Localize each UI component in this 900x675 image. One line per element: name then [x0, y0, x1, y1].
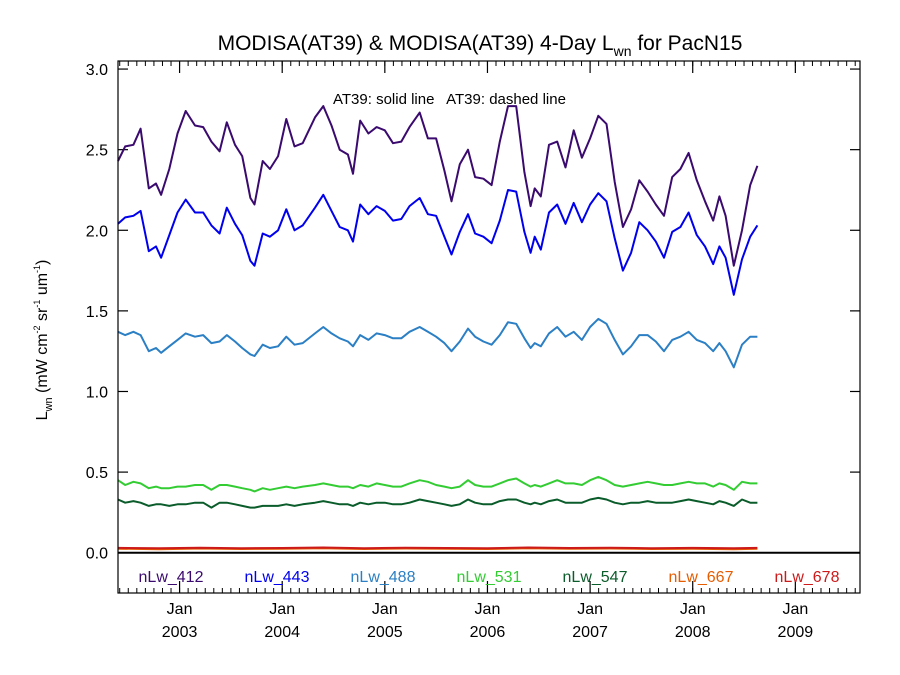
y-tick-label: 1.0: [86, 384, 108, 401]
y-tick-label: 1.5: [86, 304, 108, 321]
x-tick-year: 2008: [675, 624, 711, 641]
legend-item-nLw_547: nLw_547: [563, 569, 628, 586]
x-tick-month: Jan: [475, 601, 501, 618]
chart-annotation: AT39: solid line AT39: dashed line: [333, 91, 566, 108]
x-tick-year: 2003: [162, 624, 198, 641]
y-tick-label: 0.5: [86, 465, 108, 482]
x-tick-year: 2004: [264, 624, 300, 641]
chart-title: MODISA(AT39) & MODISA(AT39) 4-Day Lwn fo…: [218, 32, 743, 59]
x-tick-month: Jan: [782, 601, 808, 618]
y-tick-label: 2.0: [86, 223, 108, 240]
y-tick-label: 3.0: [86, 62, 108, 79]
legend-item-nLw_412: nLw_412: [139, 569, 204, 586]
x-tick-month: Jan: [577, 601, 603, 618]
x-tick-month: Jan: [372, 601, 398, 618]
y-axis-label: Lwn (mW cm-2 sr-1 um-1): [32, 260, 55, 421]
series-line-nLw_678: [117, 546, 758, 550]
x-tick-year: 2007: [572, 624, 608, 641]
series-line-nLw_531: [117, 475, 758, 493]
x-tick-month: Jan: [680, 601, 706, 618]
legend-item-nLw_443: nLw_443: [245, 569, 310, 586]
plot-frame: [117, 60, 861, 594]
x-tick-month: Jan: [269, 601, 295, 618]
series-line-nLw_443: [117, 189, 759, 296]
legend-item-nLw_678: nLw_678: [775, 569, 840, 586]
series-line-nLw_412: [117, 105, 759, 267]
x-tick-year: 2009: [778, 624, 814, 641]
y-tick-label: 0.0: [86, 546, 108, 563]
x-tick-month: Jan: [167, 601, 193, 618]
x-tick-year: 2006: [470, 624, 506, 641]
x-tick-year: 2005: [367, 624, 403, 641]
legend-item-nLw_667: nLw_667: [669, 569, 734, 586]
chart-title-subscript: wn: [613, 43, 632, 59]
series-line-nLw_547: [117, 496, 758, 509]
legend-item-nLw_531: nLw_531: [457, 569, 522, 586]
y-tick-label: 2.5: [86, 143, 108, 160]
series-line-nLw_488: [117, 317, 758, 369]
legend-item-nLw_488: nLw_488: [351, 569, 416, 586]
